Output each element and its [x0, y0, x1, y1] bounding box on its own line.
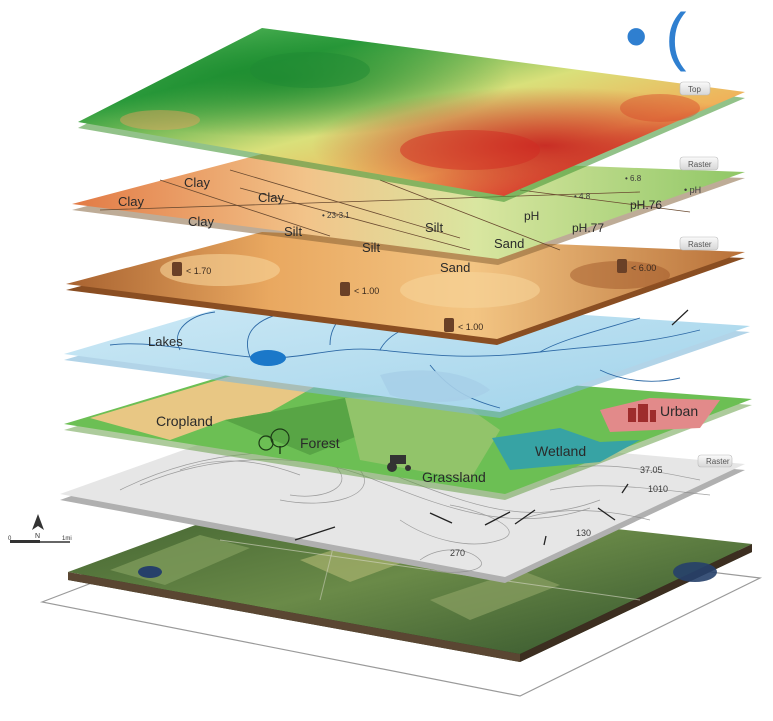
layer-tab-label: Top: [688, 85, 701, 94]
layer-tab: Raster: [697, 454, 733, 468]
landcover-label: Urban: [660, 403, 698, 419]
terrain-value: 130: [576, 528, 591, 538]
soil-label: pH.77: [572, 221, 604, 235]
lake-shape: [250, 350, 286, 366]
flow-arrows: [294, 483, 629, 546]
hydrology-layer: Lakes: [64, 294, 750, 418]
soil-label: Clay: [258, 190, 285, 205]
terrain-value: 270: [450, 548, 465, 558]
soil-label: Clay: [184, 175, 211, 190]
landcover-label: Cropland: [156, 413, 213, 429]
soil-label: Sand: [440, 260, 470, 275]
moisture-layer: < 1.70 < 1.00 < 1.00 < 6.00 Raster: [66, 232, 745, 345]
layer-tab: Raster: [679, 156, 719, 171]
forest-region: [225, 398, 360, 455]
terrain-value: 37.05: [640, 465, 663, 475]
heatmap-layer: Top: [78, 28, 745, 202]
moisture-value: < 1.00: [354, 286, 379, 296]
soil-label: Clay: [118, 194, 145, 209]
terrain-value: 1010: [648, 484, 668, 494]
wetland-region: [492, 428, 640, 470]
soil-layer: Clay Clay Clay Clay Silt Silt Silt Sand …: [72, 154, 745, 275]
soil-label: Silt: [284, 224, 302, 239]
moisture-value: < 6.00: [631, 263, 656, 273]
urban-region: [600, 398, 720, 432]
grassland-region: [345, 395, 500, 480]
soil-label: Silt: [425, 220, 443, 235]
soil-label: Sand: [494, 236, 524, 251]
layer-tab-label: Raster: [688, 160, 712, 169]
landcover-label: Forest: [300, 435, 340, 451]
soil-value: • 4.8: [574, 192, 591, 201]
moisture-value: < 1.00: [458, 322, 483, 332]
scale-bar: N 0 1mi: [8, 514, 72, 543]
north-label: N: [35, 533, 40, 540]
moisture-value: < 1.70: [186, 266, 211, 276]
north-arrow-icon: [32, 514, 44, 530]
soil-value: • 6.8: [625, 174, 642, 183]
scale-right-label: 1mi: [62, 536, 72, 542]
tractor-icon: [387, 455, 411, 472]
soil-grid: [99, 169, 691, 251]
soil-label: Clay: [188, 214, 215, 229]
scale-left-label: 0: [8, 536, 12, 542]
soil-value: • pH: [684, 185, 701, 195]
soil-label: pH.76: [630, 198, 662, 212]
building-icon: [628, 404, 656, 422]
forest-tree-icon: [258, 428, 290, 454]
layer-tab-label: Raster: [688, 240, 712, 249]
landcover-label: Wetland: [535, 443, 586, 459]
cylinder-icon: [172, 259, 627, 332]
landcover-layer: Cropland Forest Grassland Wetland Urban: [64, 362, 752, 500]
lakes-label: Lakes: [148, 334, 183, 349]
landcover-label: Grassland: [422, 469, 486, 485]
corner-glyphs: • (: [625, 0, 687, 72]
soil-label: pH: [524, 209, 539, 223]
soil-label: Silt: [362, 240, 380, 255]
soil-value: • 23-3.1: [322, 211, 350, 220]
layer-tab-label: Raster: [706, 457, 730, 466]
layer-tab: Raster: [679, 236, 719, 251]
layer-tab: Top: [679, 81, 711, 96]
